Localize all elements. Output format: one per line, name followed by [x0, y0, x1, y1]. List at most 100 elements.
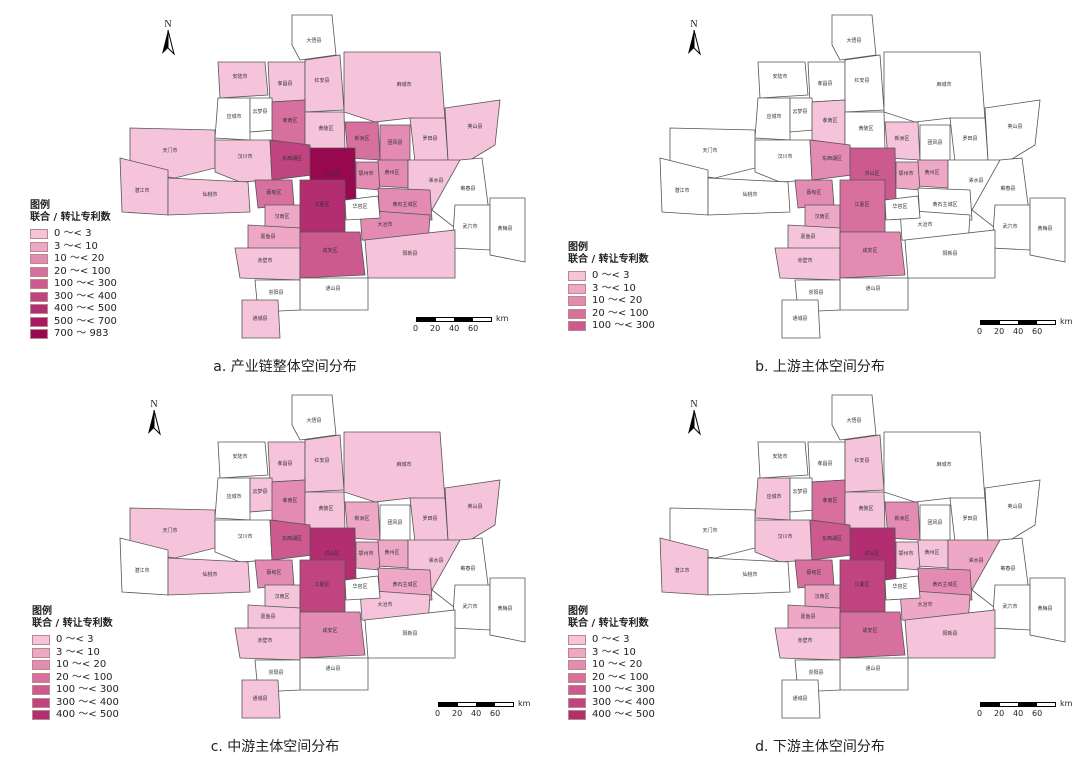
region-label: 咸安区 [862, 627, 877, 634]
legend-item: 20 ～< 100 [568, 672, 655, 685]
legend-swatch [32, 672, 50, 683]
region-yunmeng [249, 97, 275, 133]
panel-caption: d. 下游主体空间分布 [755, 739, 885, 755]
scale-tick: 0 [977, 709, 983, 718]
region-xiantao [707, 557, 791, 596]
legend-swatch [30, 241, 48, 252]
scale-tick: 40 [1013, 709, 1024, 718]
region-anlu [217, 61, 269, 99]
region-label: 咸安区 [862, 247, 877, 254]
legend-item: 20 ～< 100 [30, 266, 117, 279]
map-panel-b: 大悟县 安陆市 孝昌县 红安县 麻城市 应城市 云梦县 孝南区 黄陂区 新洲区 罗田县 英山县 天门市汉… [540, 0, 1080, 380]
legend-subtitle: 联合 / 转让专利数 [568, 618, 649, 629]
region-chibi [774, 627, 841, 661]
region-label: 孝昌县 [817, 81, 832, 87]
legend-swatch [568, 647, 586, 658]
region-label: 大悟县 [846, 417, 861, 424]
region-label: 蔡甸区 [266, 569, 281, 576]
region-anlu [217, 441, 269, 479]
scale-tick: 40 [449, 324, 460, 333]
region-dawu [831, 14, 877, 61]
legend-swatch [30, 304, 48, 315]
region-label: 黄梅县 [1037, 605, 1052, 612]
region-label: 鄂州市 [358, 170, 373, 177]
region-label: 汉川市 [237, 153, 252, 160]
region-tongcheng [241, 299, 281, 339]
scale-unit: km [496, 314, 509, 323]
legend-label: 0 ～< 3 [56, 634, 94, 646]
region-yangxin [904, 229, 996, 279]
region-label: 黄陂区 [858, 125, 873, 132]
region-label: 阳新县 [942, 250, 957, 257]
legend-label: 10 ～< 20 [592, 659, 643, 671]
region-label: 蔡甸区 [806, 189, 821, 196]
legend-subtitle: 联合 / 转让专利数 [32, 618, 113, 629]
region-label: 汉川市 [237, 533, 252, 540]
region-label: 蔡甸区 [266, 189, 281, 196]
region-label: 蕲春县 [460, 565, 475, 572]
region-label: 汉南区 [274, 213, 289, 220]
region-hanchuan [754, 519, 813, 563]
region-huangpi [304, 111, 346, 153]
region-xiantao [167, 557, 251, 596]
scale-tick: 20 [994, 327, 1005, 336]
legend-item: 0 ～< 3 [568, 270, 655, 283]
region-label: 黄州区 [924, 549, 939, 556]
scale-tick: 20 [452, 709, 463, 718]
region-label: 仙桃市 [202, 571, 217, 578]
region-dawu [291, 394, 337, 441]
region-label: 应城市 [226, 113, 241, 120]
region-label: 云梦县 [252, 489, 267, 495]
region-label: 孝昌县 [277, 81, 292, 87]
region-yunmeng [789, 97, 815, 133]
region-label: 黄陂区 [318, 125, 333, 132]
region-label: 华容区 [892, 203, 907, 210]
region-label: 潜江市 [134, 567, 149, 574]
region-label: 黄陂区 [858, 505, 873, 512]
north-arrow-icon: N [142, 400, 166, 440]
region-label: 仙桃市 [742, 571, 757, 578]
region-label: 黄石主城区 [932, 581, 957, 588]
region-honghu [884, 575, 921, 601]
region-label: 崇阳县 [268, 669, 283, 676]
region-yangxin [364, 229, 456, 279]
region-label: 团风县 [927, 140, 942, 146]
legend-item: 100 ～< 300 [30, 278, 117, 291]
north-arrow-icon: N [682, 20, 706, 60]
region-label: 通山县 [325, 665, 340, 672]
region-label: 东西湖区 [282, 155, 302, 162]
legend-swatch [568, 697, 586, 708]
region-label: 浠水县 [968, 177, 983, 184]
region-huangmei [1029, 197, 1066, 263]
region-yingshan [984, 479, 1041, 546]
region-label: 新洲区 [894, 515, 909, 522]
region-label: 黄石主城区 [392, 581, 417, 588]
legend-label: 300 ～< 400 [54, 290, 117, 302]
scale-tick: 40 [471, 709, 482, 718]
region-label: 洪山区 [324, 550, 339, 557]
region-label: 天门市 [702, 527, 717, 534]
legend-item: 400 ～< 500 [30, 303, 117, 316]
region-label: 罗田县 [962, 516, 977, 522]
region-huangpi [844, 491, 886, 533]
scale-tick: 60 [1032, 709, 1043, 718]
legend-item: 0 ～< 3 [568, 634, 655, 647]
legend-label: 100 ～< 300 [56, 684, 119, 696]
region-label: 大冶市 [377, 601, 392, 608]
legend-swatch [30, 329, 48, 340]
region-label: 崇阳县 [808, 289, 823, 296]
region-yunmeng [249, 477, 275, 513]
region-label: 大悟县 [846, 37, 861, 44]
legend-label: 700 ～ 983 [54, 328, 109, 340]
region-xianan [299, 611, 366, 659]
region-label: 阳新县 [402, 630, 417, 637]
legend-label: 20 ～< 100 [54, 265, 111, 277]
region-tongshan [299, 657, 369, 691]
region-label: 武穴市 [462, 223, 477, 230]
region-label: 孝昌县 [817, 461, 832, 467]
region-huangmei [489, 197, 526, 263]
legend-swatch [568, 660, 586, 671]
region-yangxin [364, 609, 456, 659]
